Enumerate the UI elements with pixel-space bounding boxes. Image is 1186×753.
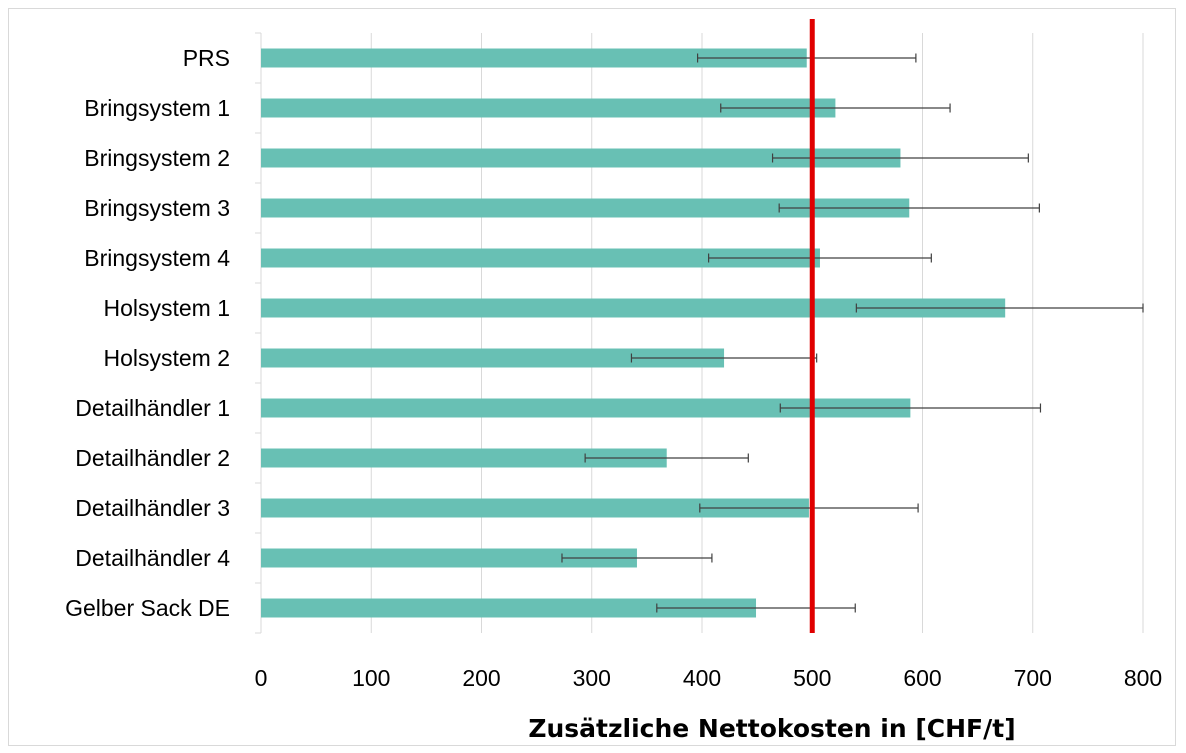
- bar: [261, 448, 667, 468]
- x-tick-label: 600: [903, 665, 941, 691]
- error-bar: [720, 103, 951, 113]
- x-tick-label: 100: [352, 665, 390, 691]
- bar: [261, 548, 637, 568]
- error-bar: [855, 303, 1144, 313]
- category-label: Holsystem 2: [103, 345, 230, 371]
- error-bar: [584, 453, 749, 463]
- category-label: Detailhändler 4: [75, 545, 230, 571]
- x-tick-label: 0: [255, 665, 268, 691]
- bars: [261, 48, 1006, 618]
- error-bar: [630, 353, 818, 363]
- x-tick-label: 300: [573, 665, 611, 691]
- tick-labels: 0 100 200 300 400 500 600 700 800: [255, 665, 1163, 691]
- bar: [261, 48, 807, 68]
- bar-chart: PRS Bringsystem 1 Bringsystem 2 Bringsystem…: [65, 19, 1163, 743]
- category-label: Bringsystem 4: [84, 245, 230, 271]
- category-label: Holsystem 1: [103, 295, 230, 321]
- error-bar: [778, 203, 1040, 213]
- bar: [261, 498, 809, 518]
- error-bar: [771, 153, 1029, 163]
- category-labels: PRS Bringsystem 1 Bringsystem 2 Bringsystem…: [65, 45, 230, 621]
- grid-lines: [255, 32, 1144, 634]
- x-tick-label: 500: [793, 665, 831, 691]
- error-bar: [561, 553, 713, 563]
- x-tick-label: 700: [1014, 665, 1052, 691]
- error-bar: [656, 603, 856, 613]
- bar: [261, 598, 757, 618]
- bar: [261, 298, 1006, 318]
- bar: [261, 398, 911, 418]
- category-label: Gelber Sack DE: [65, 595, 230, 621]
- bar: [261, 248, 820, 268]
- bar: [261, 98, 836, 118]
- error-bar: [708, 253, 932, 263]
- category-label: PRS: [183, 45, 230, 71]
- category-label: Detailhändler 2: [75, 445, 230, 471]
- x-tick-label: 800: [1124, 665, 1162, 691]
- x-tick-label: 400: [683, 665, 721, 691]
- x-tick-label: 200: [462, 665, 500, 691]
- category-label: Detailhändler 1: [75, 395, 230, 421]
- error-bar: [699, 503, 919, 513]
- error-bar: [779, 403, 1042, 413]
- bar: [261, 198, 910, 218]
- category-label: Bringsystem 2: [84, 145, 230, 171]
- x-axis-title: Zusätzliche Nettokosten in [CHF/t]: [528, 714, 1015, 743]
- error-bars: [561, 53, 1144, 613]
- category-label: Bringsystem 3: [84, 195, 230, 221]
- bar: [261, 148, 901, 168]
- chart-frame: PRS Bringsystem 1 Bringsystem 2 Bringsystem…: [8, 8, 1176, 746]
- category-label: Bringsystem 1: [84, 95, 230, 121]
- bar: [261, 348, 725, 368]
- category-label: Detailhändler 3: [75, 495, 230, 521]
- error-bar: [696, 53, 917, 63]
